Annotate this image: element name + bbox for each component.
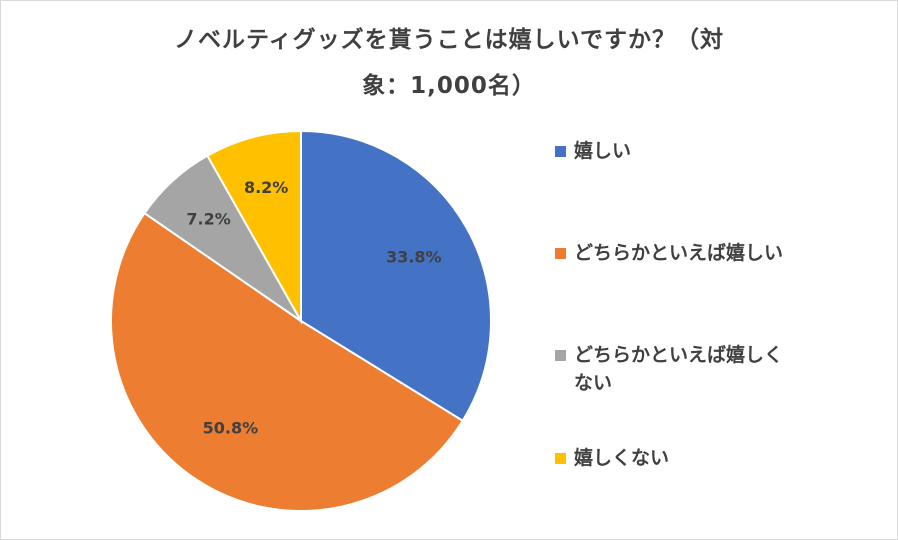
legend-item-not-ureshii: 嬉しくない bbox=[555, 444, 864, 472]
legend-label-somewhat-not-ureshii-line2: ない bbox=[574, 372, 613, 394]
chart-title-line1: ノベルティグッズを貰うことは嬉しいですか？（対 bbox=[174, 27, 724, 53]
pie-slice-not-ureshii bbox=[206, 129, 302, 325]
legend-item-somewhat-ureshii: どちらかといえば嬉しい bbox=[555, 239, 864, 267]
legend-swatch-somewhat-not-ureshii bbox=[555, 350, 566, 361]
data-label-somewhat-ureshii: 50.8% bbox=[203, 419, 259, 438]
data-label-ureshii: 33.8% bbox=[386, 248, 442, 267]
pie-slices bbox=[109, 129, 492, 513]
legend-label-somewhat-not-ureshii: どちらかといえば嬉しく ない bbox=[574, 341, 864, 397]
legend-swatch-ureshii bbox=[555, 146, 566, 157]
chart-title-line2: 象：1,000名） bbox=[362, 73, 536, 99]
legend-label-somewhat-ureshii: どちらかといえば嬉しい bbox=[574, 242, 784, 264]
pie-slice-somewhat-ureshii bbox=[109, 211, 465, 513]
data-label-not-ureshii: 8.2% bbox=[244, 178, 288, 197]
legend-label-ureshii: 嬉しい bbox=[574, 140, 632, 162]
legend-label-somewhat-not-ureshii-line1: どちらかといえば嬉しく bbox=[574, 344, 784, 366]
pie-data-labels: 33.8% 50.8% 7.2% 8.2% bbox=[186, 178, 441, 437]
legend-swatch-not-ureshii bbox=[555, 453, 566, 464]
pie-slice-ureshii bbox=[300, 129, 492, 423]
data-label-somewhat-not-ureshii: 7.2% bbox=[186, 210, 230, 229]
legend-swatch-somewhat-ureshii bbox=[555, 248, 566, 259]
legend-item-ureshii: 嬉しい bbox=[555, 137, 864, 165]
legend-item-somewhat-not-ureshii: どちらかといえば嬉しく ない bbox=[555, 341, 864, 397]
legend-label-not-ureshii: 嬉しくない bbox=[574, 447, 670, 469]
